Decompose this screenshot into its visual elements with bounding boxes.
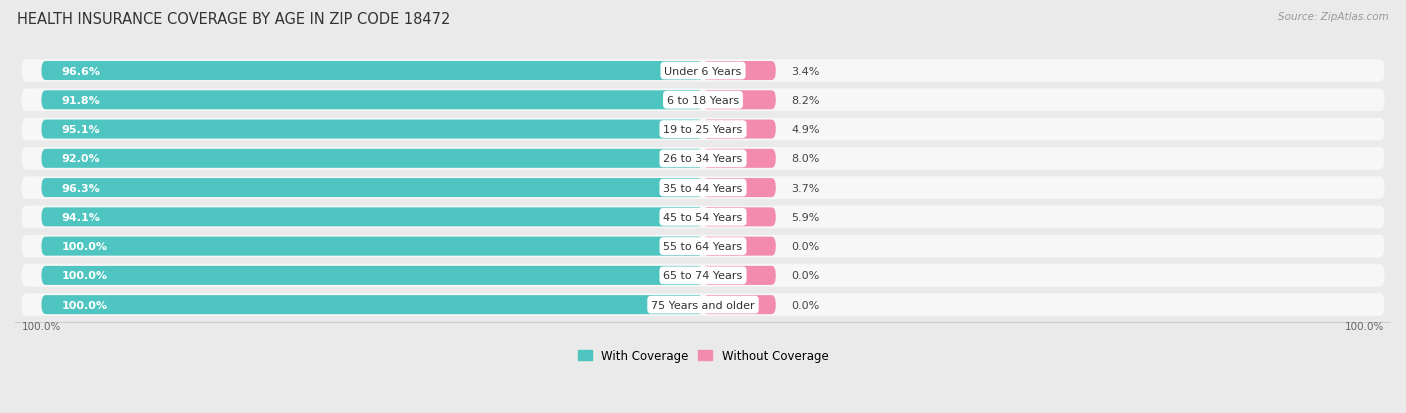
Legend: With Coverage, Without Coverage: With Coverage, Without Coverage (572, 345, 834, 367)
Text: 8.2%: 8.2% (792, 95, 820, 106)
Text: 3.4%: 3.4% (792, 66, 820, 76)
FancyBboxPatch shape (703, 62, 776, 81)
FancyBboxPatch shape (703, 295, 776, 314)
Text: 0.0%: 0.0% (792, 300, 820, 310)
FancyBboxPatch shape (703, 266, 776, 285)
Text: 45 to 54 Years: 45 to 54 Years (664, 212, 742, 222)
Text: 96.6%: 96.6% (62, 66, 100, 76)
Text: 26 to 34 Years: 26 to 34 Years (664, 154, 742, 164)
FancyBboxPatch shape (21, 119, 1385, 141)
FancyBboxPatch shape (21, 177, 1385, 199)
Text: 0.0%: 0.0% (792, 242, 820, 252)
Text: Under 6 Years: Under 6 Years (665, 66, 741, 76)
Text: Source: ZipAtlas.com: Source: ZipAtlas.com (1278, 12, 1389, 22)
FancyBboxPatch shape (21, 60, 1385, 83)
Text: 100.0%: 100.0% (62, 271, 107, 281)
Text: 75 Years and older: 75 Years and older (651, 300, 755, 310)
Text: 6 to 18 Years: 6 to 18 Years (666, 95, 740, 106)
FancyBboxPatch shape (703, 150, 776, 169)
FancyBboxPatch shape (41, 295, 703, 314)
FancyBboxPatch shape (21, 148, 1385, 170)
FancyBboxPatch shape (703, 120, 776, 139)
FancyBboxPatch shape (41, 237, 703, 256)
FancyBboxPatch shape (21, 294, 1385, 316)
FancyBboxPatch shape (41, 120, 703, 139)
Text: 100.0%: 100.0% (62, 242, 107, 252)
Text: 3.7%: 3.7% (792, 183, 820, 193)
FancyBboxPatch shape (41, 208, 703, 227)
FancyBboxPatch shape (21, 206, 1385, 228)
FancyBboxPatch shape (703, 179, 776, 198)
FancyBboxPatch shape (21, 235, 1385, 258)
FancyBboxPatch shape (21, 89, 1385, 112)
Text: 91.8%: 91.8% (62, 95, 100, 106)
FancyBboxPatch shape (41, 62, 703, 81)
Text: 5.9%: 5.9% (792, 212, 820, 222)
Text: 100.0%: 100.0% (21, 321, 60, 331)
Text: 94.1%: 94.1% (62, 212, 100, 222)
Text: 65 to 74 Years: 65 to 74 Years (664, 271, 742, 281)
Text: 96.3%: 96.3% (62, 183, 100, 193)
FancyBboxPatch shape (41, 179, 703, 198)
Text: 19 to 25 Years: 19 to 25 Years (664, 125, 742, 135)
FancyBboxPatch shape (41, 266, 703, 285)
Text: 95.1%: 95.1% (62, 125, 100, 135)
FancyBboxPatch shape (41, 91, 703, 110)
Text: 55 to 64 Years: 55 to 64 Years (664, 242, 742, 252)
Text: 100.0%: 100.0% (62, 300, 107, 310)
Text: HEALTH INSURANCE COVERAGE BY AGE IN ZIP CODE 18472: HEALTH INSURANCE COVERAGE BY AGE IN ZIP … (17, 12, 450, 27)
FancyBboxPatch shape (703, 237, 776, 256)
FancyBboxPatch shape (703, 208, 776, 227)
Text: 8.0%: 8.0% (792, 154, 820, 164)
Text: 92.0%: 92.0% (62, 154, 100, 164)
Text: 35 to 44 Years: 35 to 44 Years (664, 183, 742, 193)
FancyBboxPatch shape (21, 264, 1385, 287)
Text: 4.9%: 4.9% (792, 125, 820, 135)
FancyBboxPatch shape (41, 150, 703, 169)
Text: 0.0%: 0.0% (792, 271, 820, 281)
Text: 100.0%: 100.0% (1346, 321, 1385, 331)
FancyBboxPatch shape (703, 91, 776, 110)
